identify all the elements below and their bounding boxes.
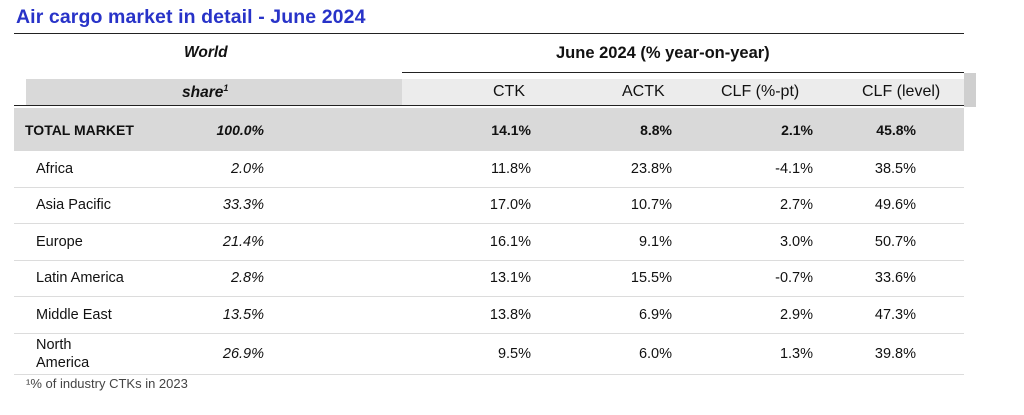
region-clf-pt: 1.3% xyxy=(779,345,813,362)
region-ctk: 16.1% xyxy=(489,233,531,250)
region-ctk: 17.0% xyxy=(489,197,531,214)
header-band-right xyxy=(402,79,964,105)
header-band-left xyxy=(26,79,402,105)
table-row: Middle East 13.5% 13.8% 6.9% 2.9% 47.3% xyxy=(14,297,964,334)
region-actk: 23.8% xyxy=(630,160,672,177)
region-clf-pt: 2.7% xyxy=(779,197,813,214)
region-ctk: 13.1% xyxy=(489,270,531,287)
total-band xyxy=(14,108,964,151)
col-header-clf-pt: CLF (%-pt) xyxy=(721,83,800,100)
region-name: Europe xyxy=(36,233,83,250)
col-header-actk: ACTK xyxy=(622,83,665,100)
region-actk: 10.7% xyxy=(630,197,672,214)
region-clf-level: 33.6% xyxy=(874,270,916,287)
region-clf-pt: 2.9% xyxy=(779,306,813,323)
total-clf-pt: 2.1% xyxy=(781,121,813,138)
region-actk: 6.0% xyxy=(638,345,672,362)
region-clf-level: 47.3% xyxy=(874,306,916,323)
period-divider xyxy=(402,72,964,73)
region-clf-pt: 3.0% xyxy=(779,233,813,250)
total-share: 100.0% xyxy=(216,121,264,138)
share-footnote-mark: 1 xyxy=(223,83,229,93)
region-actk: 9.1% xyxy=(638,233,672,250)
scroll-marker xyxy=(964,73,976,107)
page-title: Air cargo market in detail - June 2024 xyxy=(16,6,366,28)
table-row: Europe 21.4% 16.1% 9.1% 3.0% 50.7% xyxy=(14,224,964,261)
share-header: share1 xyxy=(182,83,228,102)
region-share: 13.5% xyxy=(222,306,264,323)
total-clf-level: 45.8% xyxy=(876,121,916,138)
region-share: 33.3% xyxy=(222,197,264,214)
region-name: Middle East xyxy=(36,306,112,323)
period-header: June 2024 (% year-on-year) xyxy=(556,44,770,62)
footnote: ¹% of industry CTKs in 2023 xyxy=(26,376,188,391)
region-share: 2.8% xyxy=(230,270,264,287)
region-name: Asia Pacific xyxy=(36,197,111,214)
region-clf-level: 38.5% xyxy=(874,160,916,177)
table-row: North America 26.9% 9.5% 6.0% 1.3% 39.8% xyxy=(14,334,964,375)
region-clf-level: 39.8% xyxy=(874,345,916,362)
col-header-ctk: CTK xyxy=(493,83,525,100)
region-share: 26.9% xyxy=(222,345,264,362)
table-row: Asia Pacific 33.3% 17.0% 10.7% 2.7% 49.6… xyxy=(14,188,964,224)
col-header-clf-level: CLF (level) xyxy=(862,83,941,100)
region-clf-pt: -0.7% xyxy=(775,270,813,287)
share-header-label: share xyxy=(182,84,224,102)
region-ctk: 13.8% xyxy=(489,306,531,323)
table-row: Africa 2.0% 11.8% 23.8% -4.1% 38.5% xyxy=(14,151,964,188)
region-name: North America xyxy=(36,336,90,371)
total-region: TOTAL MARKET xyxy=(25,121,134,138)
region-actk: 15.5% xyxy=(630,270,672,287)
table-row: Latin America 2.8% 13.1% 15.5% -0.7% 33.… xyxy=(14,261,964,297)
title-divider xyxy=(14,33,964,34)
world-header: World xyxy=(184,44,228,61)
header-divider xyxy=(14,105,964,106)
region-name: Latin America xyxy=(36,270,124,287)
region-actk: 6.9% xyxy=(638,306,672,323)
region-clf-pt: -4.1% xyxy=(775,160,813,177)
region-ctk: 9.5% xyxy=(497,345,531,362)
total-ctk: 14.1% xyxy=(491,121,531,138)
total-row: TOTAL MARKET 100.0% 14.1% 8.8% 2.1% 45.8… xyxy=(14,108,964,151)
region-ctk: 11.8% xyxy=(490,160,531,177)
region-table: Africa 2.0% 11.8% 23.8% -4.1% 38.5% Asia… xyxy=(14,151,964,375)
region-clf-level: 49.6% xyxy=(874,197,916,214)
region-share: 21.4% xyxy=(222,233,264,250)
region-share: 2.0% xyxy=(230,160,264,177)
region-clf-level: 50.7% xyxy=(874,233,916,250)
region-name: Africa xyxy=(36,160,74,177)
total-actk: 8.8% xyxy=(640,121,672,138)
